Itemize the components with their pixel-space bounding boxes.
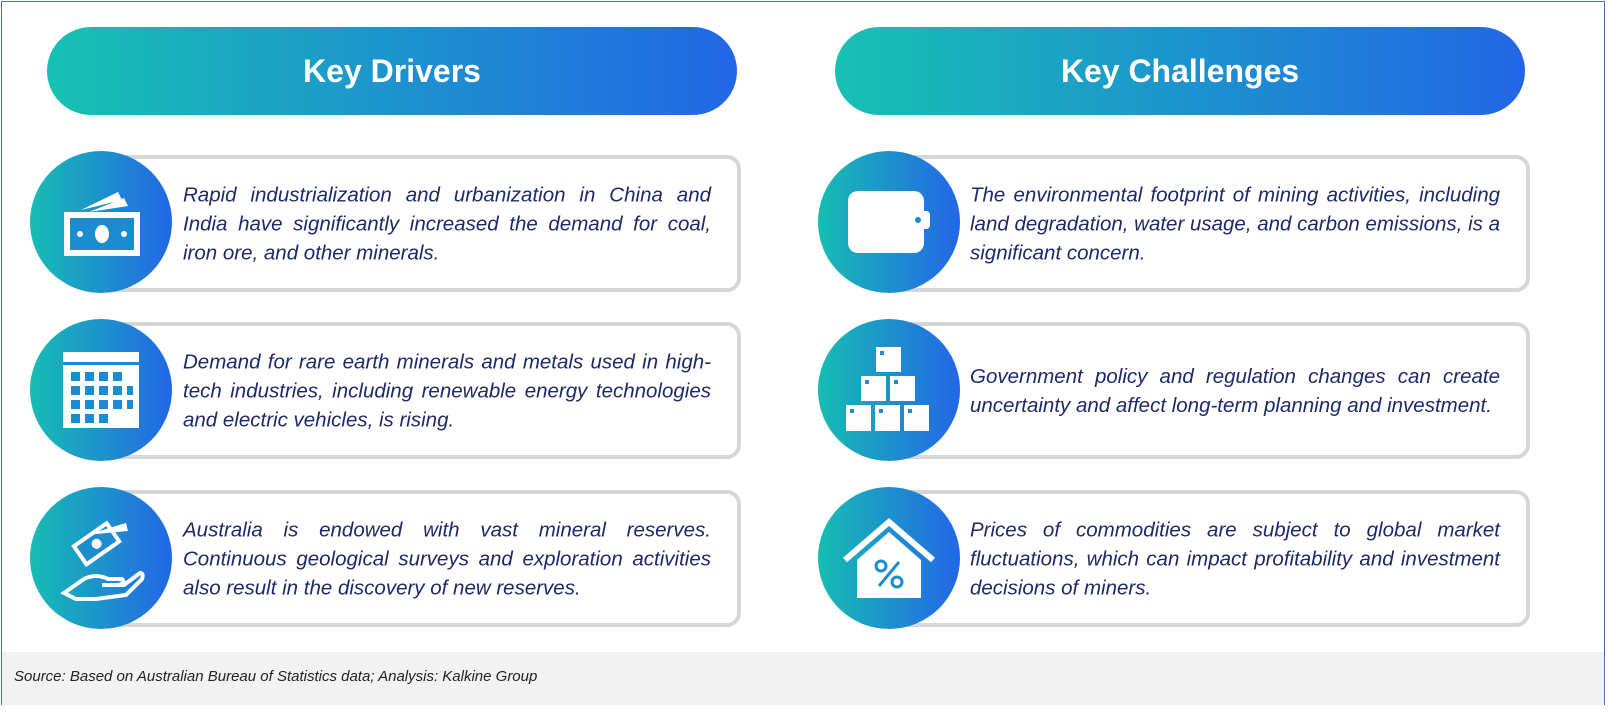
boxes-icon bbox=[818, 319, 960, 461]
challenge-card: The environmental footprint of mining ac… bbox=[882, 155, 1530, 292]
challenge-text: Government policy and regulation changes… bbox=[970, 364, 1500, 417]
driver-text: Australia is endowed with vast mineral r… bbox=[183, 518, 711, 599]
key-drivers-title: Key Drivers bbox=[303, 52, 481, 89]
hand-money-icon bbox=[30, 487, 172, 629]
driver-card: Demand for rare earth minerals and metal… bbox=[95, 322, 741, 459]
money-icon bbox=[30, 151, 172, 293]
driver-card: Australia is endowed with vast mineral r… bbox=[95, 490, 741, 627]
challenge-card: Prices of commodities are subject to glo… bbox=[882, 490, 1530, 627]
source-text: Source: Based on Australian Bureau of St… bbox=[14, 668, 538, 685]
source-footer: Source: Based on Australian Bureau of St… bbox=[2, 652, 1604, 705]
driver-card: Rapid industrialization and urbanization… bbox=[95, 155, 741, 292]
key-drivers-header: Key Drivers bbox=[47, 27, 737, 115]
key-challenges-title: Key Challenges bbox=[1060, 52, 1300, 89]
driver-text: Rapid industrialization and urbanization… bbox=[183, 183, 711, 264]
wallet-icon bbox=[818, 151, 960, 293]
house-percent-icon bbox=[818, 487, 960, 629]
key-challenges-header: Key Challenges bbox=[835, 27, 1525, 115]
calendar-icon bbox=[30, 319, 172, 461]
driver-text: Demand for rare earth minerals and metal… bbox=[183, 350, 711, 431]
challenge-text: Prices of commodities are subject to glo… bbox=[970, 518, 1500, 599]
challenge-card: Government policy and regulation changes… bbox=[882, 322, 1530, 459]
challenge-text: The environmental footprint of mining ac… bbox=[970, 183, 1500, 264]
